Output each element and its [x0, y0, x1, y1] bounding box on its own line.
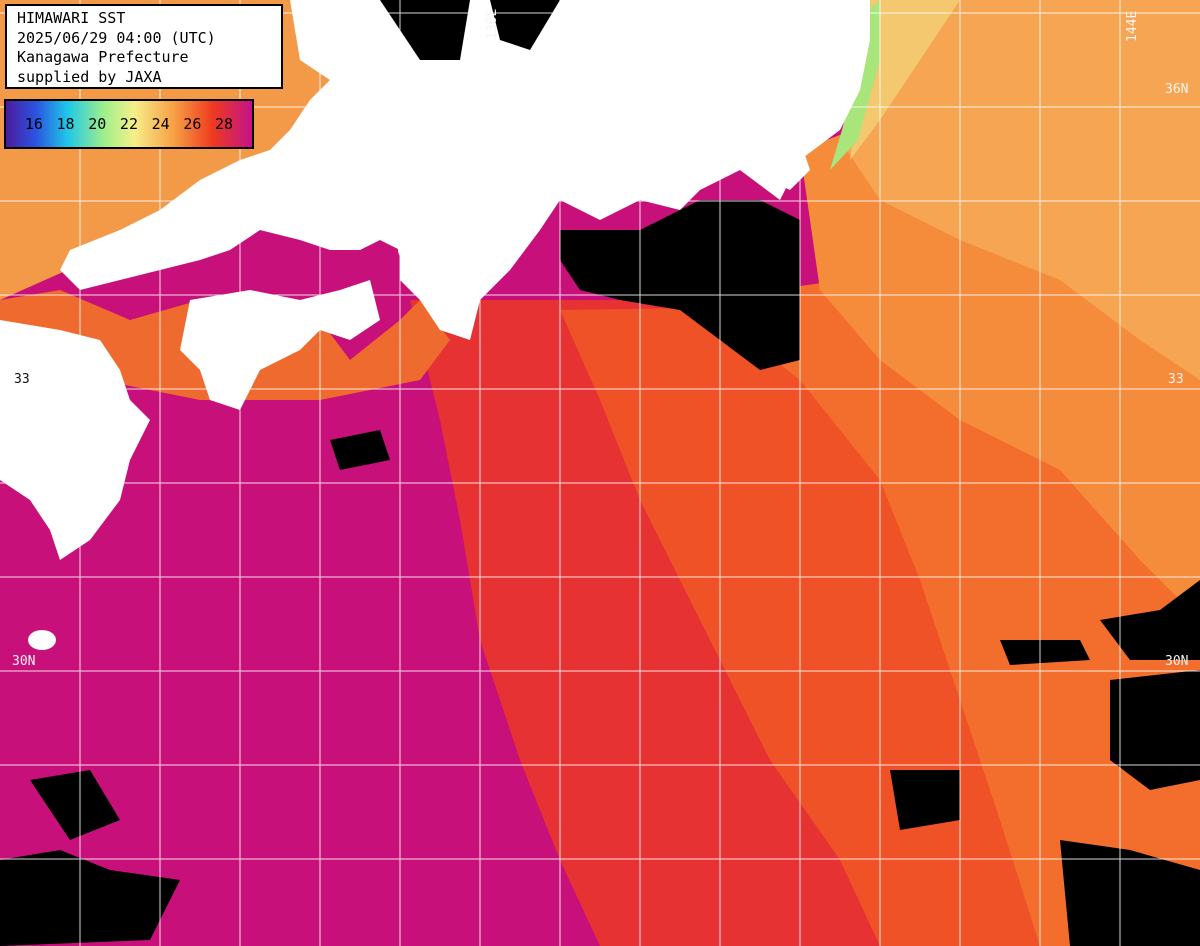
grid-label-30n-right: 30N: [1165, 654, 1189, 669]
legend-tick: 20: [88, 115, 107, 133]
sea-band-22: [840, 0, 1200, 380]
land-honshu: [60, 0, 870, 340]
cloud-se: [1110, 670, 1200, 790]
map-title: HIMAWARI SST: [17, 9, 126, 27]
grid-label-144e: 144E: [1125, 10, 1140, 42]
cloud-sw1: [0, 850, 180, 946]
grid-label-33-right: 33: [1168, 372, 1184, 387]
grid-label-136e: 136E: [485, 8, 500, 40]
color-scale-legend: 16 18 20 22 24 26 28: [4, 99, 254, 149]
legend-tick: 22: [119, 115, 138, 133]
cloud-mid1: [1000, 640, 1090, 665]
legend-tick-labels: 16 18 20 22 24 26 28: [6, 115, 252, 133]
land-kyushu: [0, 320, 150, 560]
cloud-mid2: [330, 430, 390, 470]
grid-label-30n-left: 30N: [12, 654, 36, 669]
cloud-sw2: [30, 770, 120, 840]
cloud-s1: [890, 770, 960, 830]
legend-tick: 26: [183, 115, 202, 133]
cloud-kii: [560, 200, 800, 370]
grid-label-36n: 36N: [1165, 82, 1189, 97]
cloud-se2: [1060, 840, 1200, 946]
map-timestamp: 2025/06/29 04:00 (UTC): [17, 28, 216, 47]
land-kanto: [760, 140, 810, 190]
cloud-north: [380, 0, 470, 60]
info-box: HIMAWARI SST 2025/06/29 04:00 (UTC) Kana…: [5, 4, 283, 89]
map-credit: supplied by JAXA: [17, 67, 162, 86]
map-region: Kanagawa Prefecture: [17, 48, 189, 66]
legend-tick: 24: [151, 115, 170, 133]
land-island-awaji: [398, 238, 426, 262]
cloud-e: [1100, 580, 1200, 660]
legend-tick: 28: [215, 115, 234, 133]
land-shikoku: [180, 280, 380, 410]
grid-label-33-left: 33: [14, 372, 30, 387]
legend-tick: 16: [24, 115, 43, 133]
land-island-tanegashima: [28, 630, 56, 650]
land-group: [0, 0, 870, 650]
legend-tick: 18: [56, 115, 75, 133]
